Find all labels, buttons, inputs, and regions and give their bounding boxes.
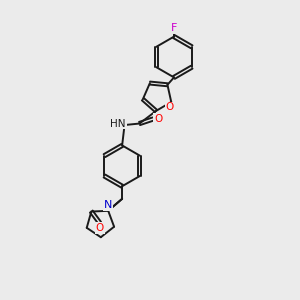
Text: F: F: [171, 23, 177, 33]
Text: O: O: [166, 102, 174, 112]
Text: O: O: [96, 223, 104, 233]
Text: O: O: [154, 114, 163, 124]
Text: HN: HN: [110, 118, 126, 128]
Text: N: N: [104, 200, 112, 210]
